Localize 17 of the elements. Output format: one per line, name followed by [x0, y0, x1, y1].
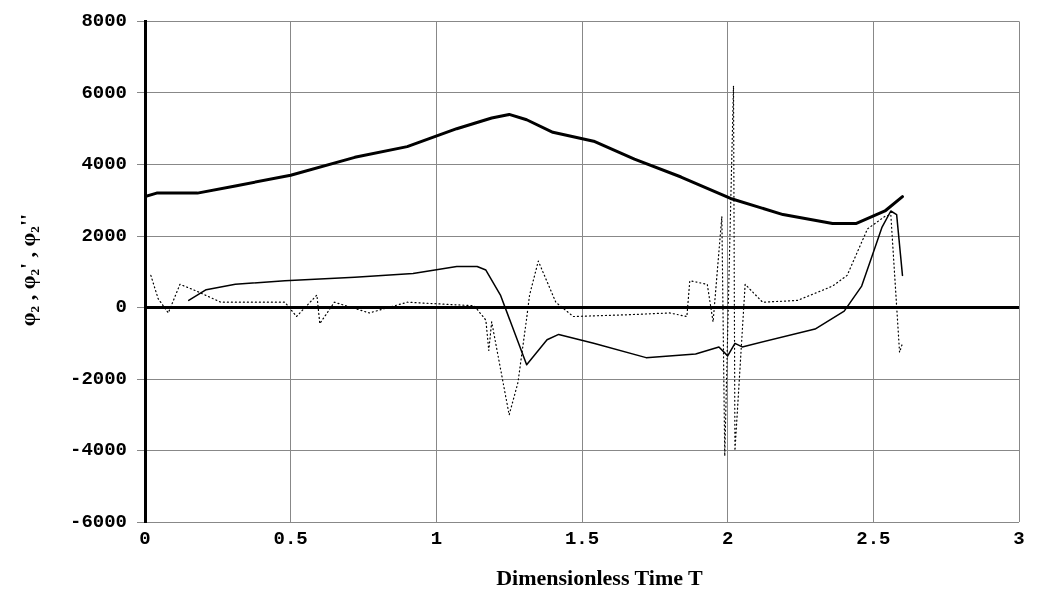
- y-tick-label: 6000: [81, 81, 128, 104]
- x-tick-label: 0.5: [273, 528, 308, 551]
- x-tick-label: 2: [721, 528, 734, 551]
- x-axis-title: Dimensionless Time T: [495, 565, 704, 591]
- x-tick-label: 2.5: [856, 528, 891, 551]
- y-tick-label: 4000: [81, 153, 128, 176]
- y-tick-label: -2000: [69, 367, 128, 390]
- y-axis-title: φ₂ , φ₂' , φ₂'': [15, 213, 41, 327]
- y-tick-label: 0: [115, 296, 128, 319]
- x-tick-label: 0: [139, 528, 151, 551]
- x-tick-label: 1: [430, 528, 443, 551]
- y-tick-label: -6000: [69, 510, 128, 533]
- x-tick-label: 3: [1013, 528, 1025, 551]
- y-tick-label: -4000: [69, 439, 128, 462]
- y-tick-label: 2000: [81, 224, 128, 247]
- x-tick-label: 1.5: [564, 528, 600, 551]
- y-tick-label: 8000: [81, 10, 128, 33]
